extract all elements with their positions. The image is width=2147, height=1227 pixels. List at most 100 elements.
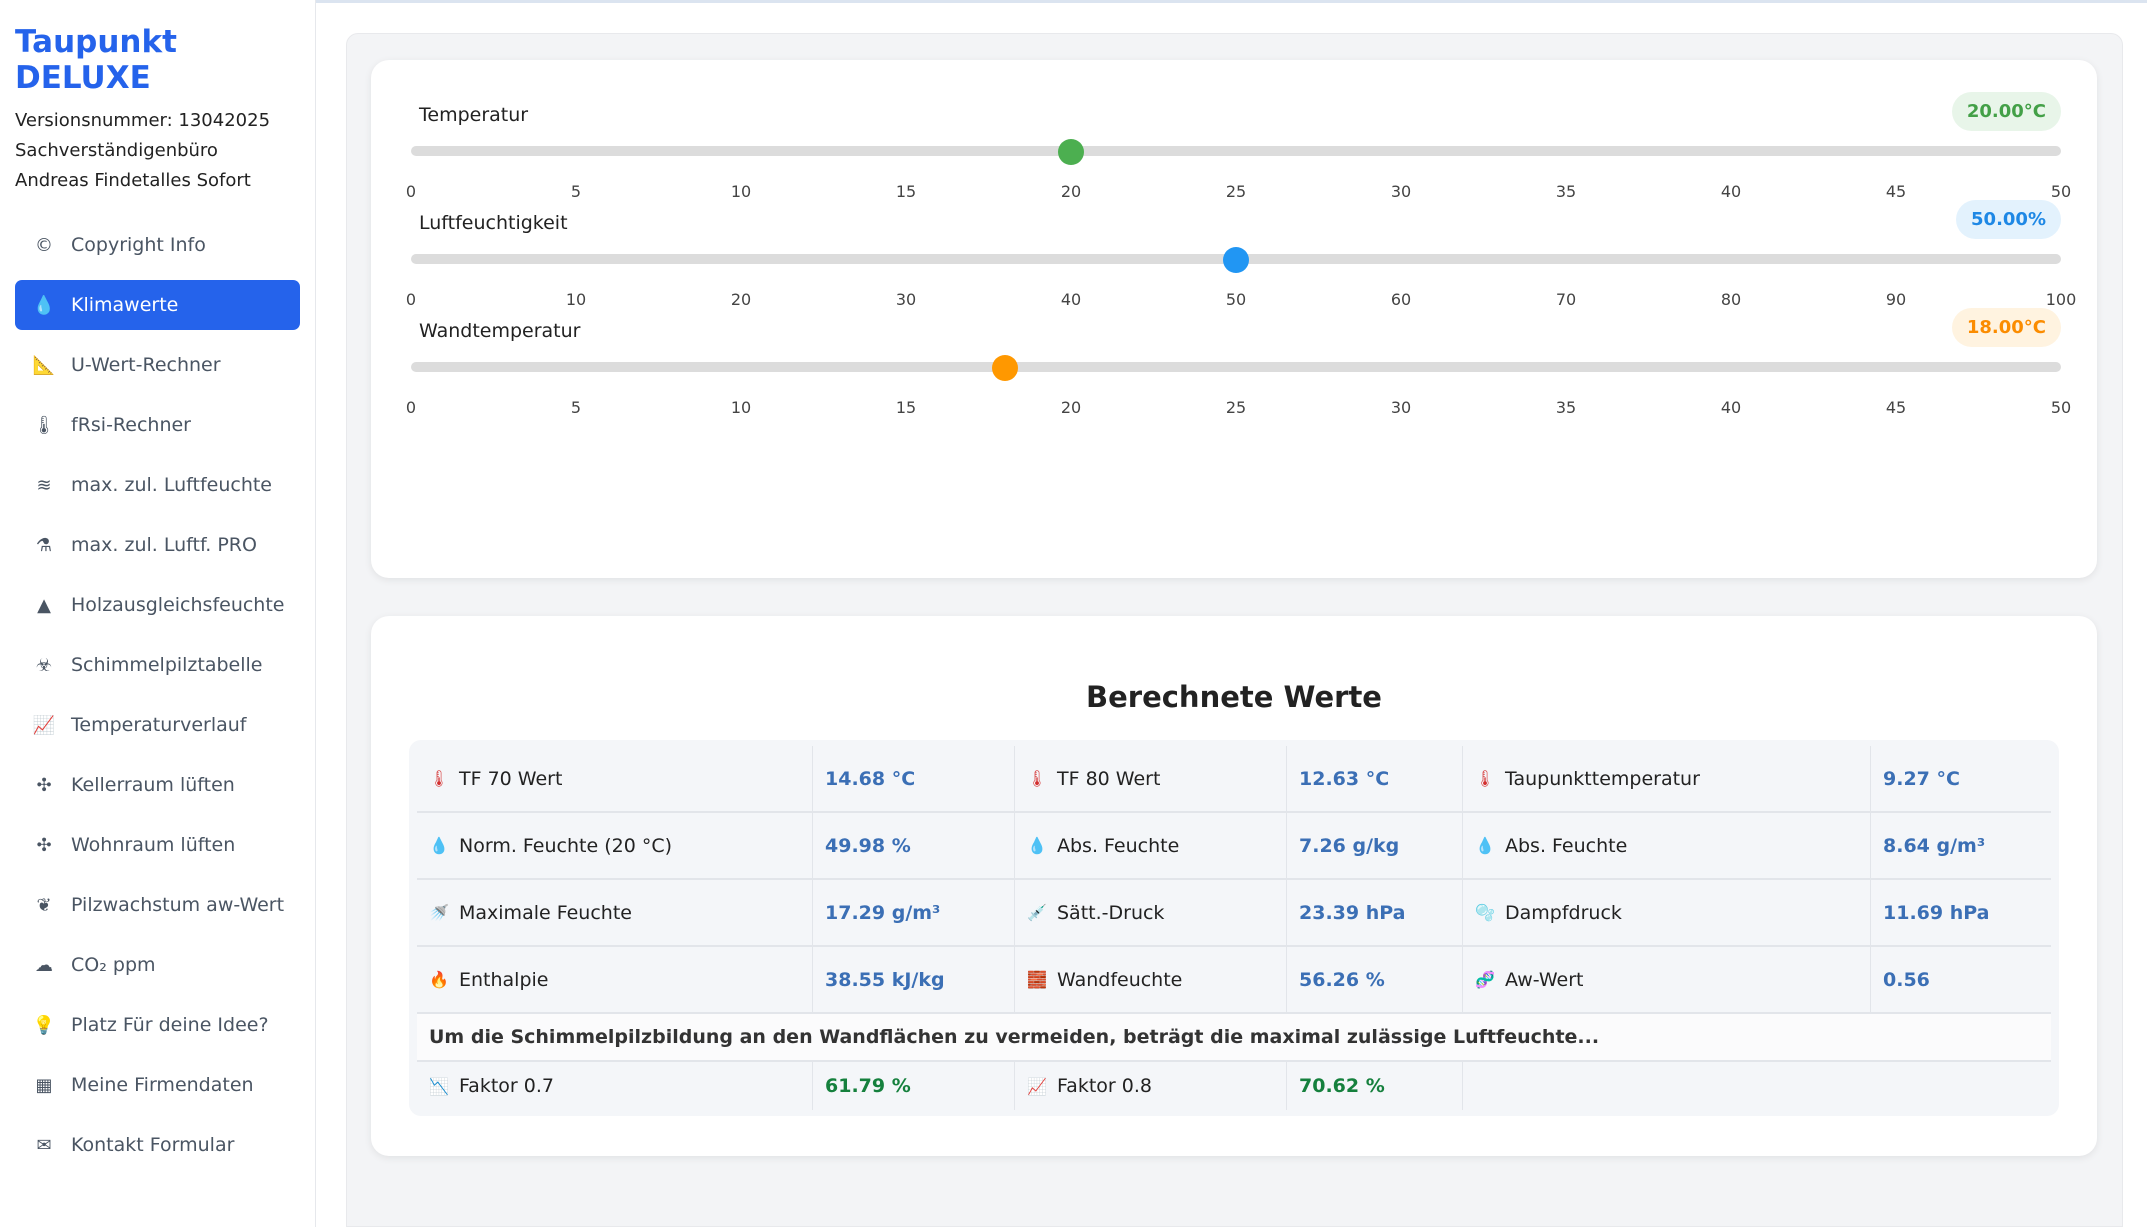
slider-track[interactable] — [411, 362, 2061, 372]
sidebar-item-copyright-info[interactable]: © Copyright Info — [15, 220, 300, 270]
slider-thumb[interactable] — [1058, 139, 1084, 165]
result-value: 8.64 g/m³ — [1871, 813, 2051, 878]
results-title: Berechnete Werte — [1086, 680, 1382, 714]
sidebar-item-label: Schimmelpilztabelle — [71, 654, 263, 676]
slider-thumb[interactable] — [1223, 247, 1249, 273]
sidebar-item-label: Platz Für deine Idee? — [71, 1014, 269, 1036]
copyright-icon: © — [35, 234, 53, 256]
sidebar-item-schimmelpilztabelle[interactable]: ☣ Schimmelpilztabelle — [15, 640, 300, 690]
tick-label: 25 — [1225, 398, 1247, 417]
slider-ticks: 0 5 10 15 20 25 30 35 40 45 50 — [406, 398, 2071, 418]
result-value: 11.69 hPa — [1871, 880, 2051, 945]
flask-icon: ⚗ — [35, 534, 53, 556]
sidebar-item-label: Holzausgleichsfeuchte — [71, 594, 285, 616]
sidebar-item-label: max. zul. Luftf. PRO — [71, 534, 257, 556]
slider-track[interactable] — [411, 146, 2061, 156]
results-table: 🌡 TF 70 Wert 14.68 °C 🌡 TF 80 Wert 12.63 °C 🌡 T… — [409, 740, 2059, 1116]
result-value: 17.29 g/m³ — [813, 880, 1015, 945]
sidebar: Taupunkt DELUXE Versionsnummer: 13042025… — [0, 0, 316, 1227]
brick-icon: 🧱 — [1027, 970, 1047, 989]
tick-label: 5 — [570, 398, 582, 417]
tick-label: 10 — [565, 290, 587, 309]
sidebar-item-pilzwachstum-aw-wert[interactable]: ❦ Pilzwachstum aw-Wert — [15, 880, 300, 930]
slider-ticks: 0 5 10 15 20 25 30 35 40 45 50 — [406, 182, 2071, 202]
biohazard-icon: ☣ — [35, 654, 53, 676]
results-card: Berechnete Werte 🌡 TF 70 Wert 14.68 °C 🌡 TF … — [371, 616, 2097, 1156]
result-value-text: 8.64 g/m³ — [1883, 834, 1986, 857]
envelope-icon: ✉ — [36, 1134, 52, 1156]
bubbles-icon: 🫧 — [1475, 903, 1495, 922]
sidebar-item-max-zul-luftfeuchte[interactable]: ≋ max. zul. Luftfeuchte — [15, 460, 300, 510]
value-badge: 18.00°C — [1951, 308, 2061, 347]
tick-label: 35 — [1555, 182, 1577, 201]
owner-name: Andreas Findetalles Sofort — [15, 170, 251, 191]
result-value-text: 23.39 hPa — [1299, 901, 1406, 924]
result-value-text: 38.55 kJ/kg — [825, 968, 945, 991]
sidebar-item-max-zul-luftf-pro[interactable]: ⚗ max. zul. Luftf. PRO — [15, 520, 300, 570]
result-label: 🚿 Maximale Feuchte — [417, 880, 813, 945]
result-value-text: 56.26 % — [1299, 968, 1385, 991]
sidebar-item-temperaturverlauf[interactable]: 📈 Temperaturverlauf — [15, 700, 300, 750]
main-content: Temperatur 20.00°C 0 5 10 15 20 25 30 35 40 45 50 Luf… — [346, 33, 2123, 1227]
version-number: Versionsnummer: 13042025 — [15, 110, 271, 131]
result-label: 💧 Norm. Feuchte (20 °C) — [417, 813, 813, 878]
sidebar-item-kontakt-formular[interactable]: ✉ Kontakt Formular — [15, 1120, 300, 1170]
value-badge: 20.00°C — [1951, 92, 2061, 131]
tick-label: 60 — [1390, 290, 1412, 309]
sidebar-item-platz-f-r-deine-idee[interactable]: 💡 Platz Für deine Idee? — [15, 1000, 300, 1050]
result-label: 🫧 Dampfdruck — [1463, 880, 1871, 945]
droplet-icon: 💧 — [32, 294, 56, 316]
factor-value: 70.62 % — [1287, 1062, 1463, 1110]
result-label-text: Norm. Feuchte (20 °C) — [459, 834, 672, 857]
factor-row: 📉 Faktor 0.7 61.79 % 📈 Faktor 0.8 70.62 % — [417, 1062, 2051, 1110]
droplet-icon: 💧 — [429, 836, 449, 855]
thermometer-icon: 🌡 — [32, 414, 56, 436]
result-label-text: Maximale Feuchte — [459, 901, 632, 924]
sidebar-item-wohnraum-l-ften[interactable]: ✣ Wohnraum lüften — [15, 820, 300, 870]
result-value: 23.39 hPa — [1287, 880, 1463, 945]
tick-label: 40 — [1720, 182, 1742, 201]
result-value: 12.63 °C — [1287, 746, 1463, 811]
result-label-text: Aw-Wert — [1505, 968, 1584, 991]
sidebar-item-label: Klimawerte — [71, 294, 179, 316]
table-row: 🌡 TF 70 Wert 14.68 °C 🌡 TF 80 Wert 12.63 °C 🌡 T… — [417, 746, 2051, 813]
result-label: 🌡 TF 80 Wert — [1015, 746, 1287, 811]
sidebar-item-label: Wohnraum lüften — [71, 834, 236, 856]
sidebar-item-label: max. zul. Luftfeuchte — [71, 474, 272, 496]
result-value-text: 11.69 hPa — [1883, 901, 1990, 924]
sidebar-item-meine-firmendaten[interactable]: ▦ Meine Firmendaten — [15, 1060, 300, 1110]
slider-label: Wandtemperatur — [419, 320, 581, 342]
sidebar-item-kellerraum-l-ften[interactable]: ✣ Kellerraum lüften — [15, 760, 300, 810]
mold-notice: Um die Schimmelpilzbildung an den Wandfl… — [417, 1014, 2051, 1062]
sidebar-item-klimawerte[interactable]: 💧 Klimawerte — [15, 280, 300, 330]
slider-thumb[interactable] — [992, 355, 1018, 381]
factor-label-text: Faktor 0.8 — [1057, 1075, 1152, 1097]
app-title: Taupunkt DELUXE — [15, 24, 177, 96]
building-icon: ▦ — [35, 1074, 53, 1096]
droplet-icon: 💧 — [1027, 836, 1047, 855]
tick-label: 40 — [1060, 290, 1082, 309]
tick-label: 30 — [1390, 398, 1412, 417]
sidebar-item-label: Copyright Info — [71, 234, 206, 256]
wind-icon: ≋ — [36, 474, 52, 496]
tick-label: 90 — [1885, 290, 1907, 309]
result-value-text: 12.63 °C — [1299, 767, 1390, 790]
sidebar-item-holzausgleichsfeuchte[interactable]: ▲ Holzausgleichsfeuchte — [15, 580, 300, 630]
factor-value-text: 70.62 % — [1299, 1075, 1385, 1097]
result-value-text: 0.56 — [1883, 968, 1930, 991]
result-value: 0.56 — [1871, 947, 2051, 1012]
value-badge: 50.00% — [1956, 200, 2061, 239]
sidebar-item-frsi-rechner[interactable]: 🌡 fRsi-Rechner — [15, 400, 300, 450]
sidebar-item-label: CO₂ ppm — [71, 954, 156, 976]
tick-label: 0 — [405, 290, 417, 309]
table-row: 🔥 Enthalpie 38.55 kJ/kg 🧱 Wandfeuchte 56.26 %… — [417, 947, 2051, 1014]
sidebar-item-u-wert-rechner[interactable]: 📐 U-Wert-Rechner — [15, 340, 300, 390]
chart-line-icon: 📈 — [32, 714, 56, 736]
empty-cell — [1463, 1062, 2051, 1110]
sidebar-item-co-ppm[interactable]: ☁ CO₂ ppm — [15, 940, 300, 990]
tick-label: 20 — [1060, 398, 1082, 417]
tick-label: 45 — [1885, 398, 1907, 417]
lightbulb-icon: 💡 — [32, 1014, 56, 1036]
result-value: 7.26 g/kg — [1287, 813, 1463, 878]
thermometer-icon: 🌡 — [1026, 769, 1048, 788]
